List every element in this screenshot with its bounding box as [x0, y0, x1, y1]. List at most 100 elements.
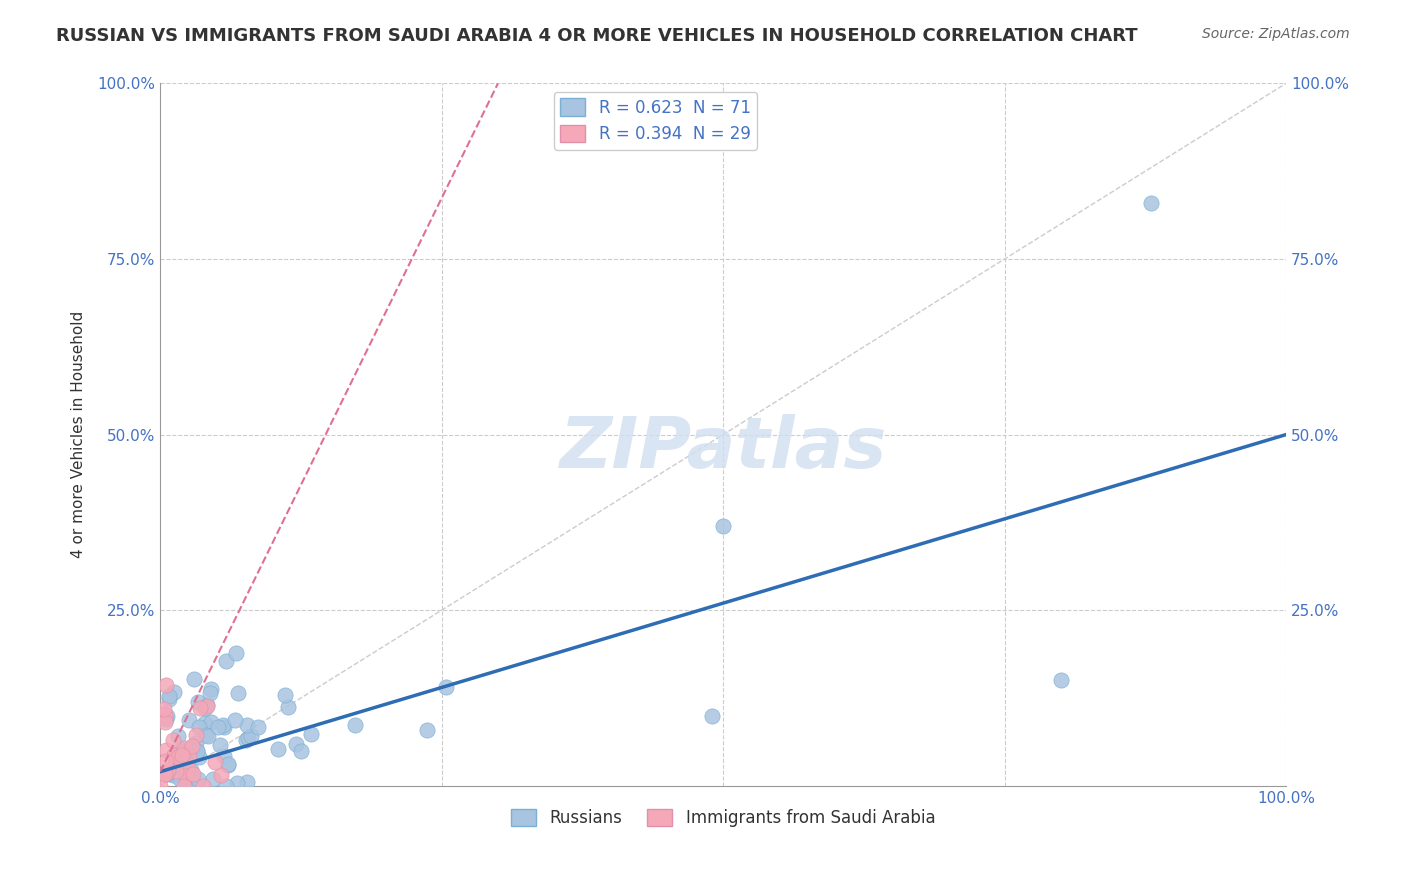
Point	[173, 765, 195, 780]
Point	[187, 695, 209, 709]
Point	[274, 688, 297, 702]
Point	[209, 768, 232, 782]
Legend: Russians, Immigrants from Saudi Arabia: Russians, Immigrants from Saudi Arabia	[505, 802, 942, 834]
Point	[155, 678, 177, 692]
Point	[153, 708, 176, 723]
Point	[186, 744, 208, 758]
Point	[208, 738, 231, 752]
Point	[157, 690, 180, 704]
Point	[197, 730, 219, 744]
Point	[225, 647, 247, 661]
Point	[202, 772, 225, 786]
Text: Source: ZipAtlas.com: Source: ZipAtlas.com	[1202, 27, 1350, 41]
Point	[195, 698, 218, 713]
Point	[188, 701, 211, 715]
Point	[157, 764, 180, 778]
Point	[214, 720, 236, 734]
Point	[226, 686, 249, 700]
Point	[200, 714, 222, 729]
Point	[162, 768, 184, 782]
Point	[198, 686, 221, 700]
Point	[156, 709, 179, 723]
Point	[187, 720, 209, 734]
Point	[235, 733, 257, 747]
Point	[172, 747, 194, 762]
Point	[1049, 673, 1071, 688]
Point	[207, 720, 229, 734]
Point	[181, 739, 204, 753]
Point	[179, 749, 201, 764]
Point	[183, 739, 205, 753]
Point	[173, 779, 195, 793]
Point	[186, 728, 208, 742]
Point	[236, 718, 259, 732]
Point	[193, 715, 215, 730]
Point	[226, 776, 249, 790]
Point	[236, 774, 259, 789]
Point	[157, 691, 180, 706]
Text: RUSSIAN VS IMMIGRANTS FROM SAUDI ARABIA 4 OR MORE VEHICLES IN HOUSEHOLD CORRELAT: RUSSIAN VS IMMIGRANTS FROM SAUDI ARABIA …	[56, 27, 1137, 45]
Point	[188, 750, 211, 764]
Point	[152, 702, 174, 716]
Point	[277, 699, 299, 714]
Point	[163, 751, 186, 765]
Point	[212, 749, 235, 764]
Point	[195, 728, 218, 742]
Point	[180, 763, 202, 777]
Y-axis label: 4 or more Vehicles in Household: 4 or more Vehicles in Household	[72, 311, 86, 558]
Point	[169, 772, 191, 787]
Point	[193, 779, 215, 793]
Point	[194, 701, 217, 715]
Point	[204, 755, 226, 769]
Point	[177, 713, 200, 727]
Point	[200, 681, 222, 696]
Point	[239, 730, 262, 744]
Point	[238, 731, 260, 745]
Point	[163, 685, 186, 699]
Point	[700, 708, 723, 723]
Point	[174, 772, 197, 787]
Point	[183, 672, 205, 686]
Point	[177, 742, 200, 756]
Point	[153, 766, 176, 780]
Point	[344, 718, 367, 732]
Point	[163, 747, 186, 762]
Point	[162, 733, 184, 747]
Point	[187, 772, 209, 787]
Point	[215, 779, 238, 793]
Point	[153, 715, 176, 730]
Point	[215, 654, 238, 668]
Point	[711, 519, 734, 533]
Point	[155, 712, 177, 726]
Point	[187, 779, 209, 793]
Point	[173, 740, 195, 755]
Point	[267, 742, 290, 756]
Point	[299, 727, 322, 741]
Point	[186, 735, 208, 749]
Point	[181, 767, 204, 781]
Point	[155, 754, 177, 768]
Point	[177, 761, 200, 775]
Point	[217, 757, 239, 772]
Point	[290, 744, 312, 758]
Point	[217, 758, 239, 772]
Point	[436, 680, 458, 694]
Point	[149, 779, 172, 793]
Point	[224, 713, 246, 727]
Point	[155, 743, 177, 757]
Point	[416, 723, 439, 738]
Point	[211, 718, 233, 732]
Point	[167, 744, 190, 758]
Point	[156, 767, 179, 781]
Point	[246, 720, 269, 734]
Point	[1140, 195, 1163, 210]
Point	[157, 763, 180, 777]
Point	[155, 767, 177, 781]
Point	[195, 698, 218, 713]
Point	[174, 742, 197, 756]
Point	[285, 738, 308, 752]
Text: ZIPatlas: ZIPatlas	[560, 414, 887, 483]
Point	[176, 779, 198, 793]
Point	[174, 769, 197, 783]
Point	[186, 744, 208, 758]
